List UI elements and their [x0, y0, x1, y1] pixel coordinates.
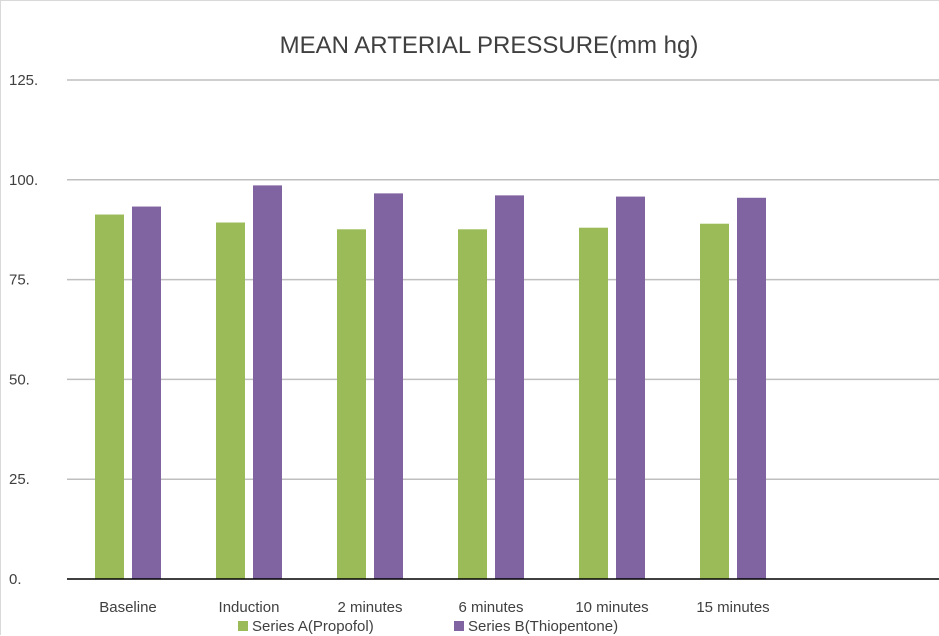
y-tick-label: 25.	[9, 471, 30, 488]
x-category-label: 2 minutes	[337, 599, 402, 616]
legend: Series A(Propofol) Series B(Thiopentone)	[238, 618, 618, 635]
x-axis-categories: Baseline Induction 2 minutes 6 minutes 10 mi…	[99, 599, 769, 616]
bar-series-a-10-minutes	[579, 227, 608, 580]
x-category-label: 10 minutes	[575, 599, 648, 616]
bar-series-a-6-minutes	[458, 229, 487, 580]
legend-label: Series B(Thiopentone)	[468, 618, 618, 635]
y-tick-label: 0.	[9, 571, 22, 588]
x-category-label: Baseline	[99, 599, 157, 616]
legend-swatch	[454, 621, 464, 631]
chart-title: MEAN ARTERIAL PRESSURE(mm hg)	[280, 32, 699, 59]
y-axis-ticks: 0. 25. 50. 75. 100. 125.	[9, 72, 38, 588]
y-tick-label: 75.	[9, 272, 30, 289]
x-category-label: Induction	[219, 599, 280, 616]
bar-series-b-induction	[253, 185, 282, 579]
bar-series-b-10-minutes	[616, 196, 645, 579]
y-tick-label: 50.	[9, 371, 30, 388]
bars	[95, 185, 766, 580]
legend-swatch	[238, 621, 248, 631]
legend-label: Series A(Propofol)	[252, 618, 374, 635]
bar-series-a-baseline	[95, 214, 124, 579]
bar-series-a-15-minutes	[700, 223, 729, 579]
bar-series-a-2-minutes	[337, 229, 366, 580]
bar-series-a-induction	[216, 222, 245, 579]
y-tick-label: 100.	[9, 172, 38, 189]
bar-series-b-2-minutes	[374, 193, 403, 579]
bar-series-b-baseline	[132, 206, 161, 580]
bar-series-b-15-minutes	[737, 197, 766, 579]
y-tick-label: 125.	[9, 72, 38, 89]
x-category-label: 15 minutes	[696, 599, 769, 616]
x-category-label: 6 minutes	[458, 599, 523, 616]
bar-series-b-6-minutes	[495, 195, 524, 579]
